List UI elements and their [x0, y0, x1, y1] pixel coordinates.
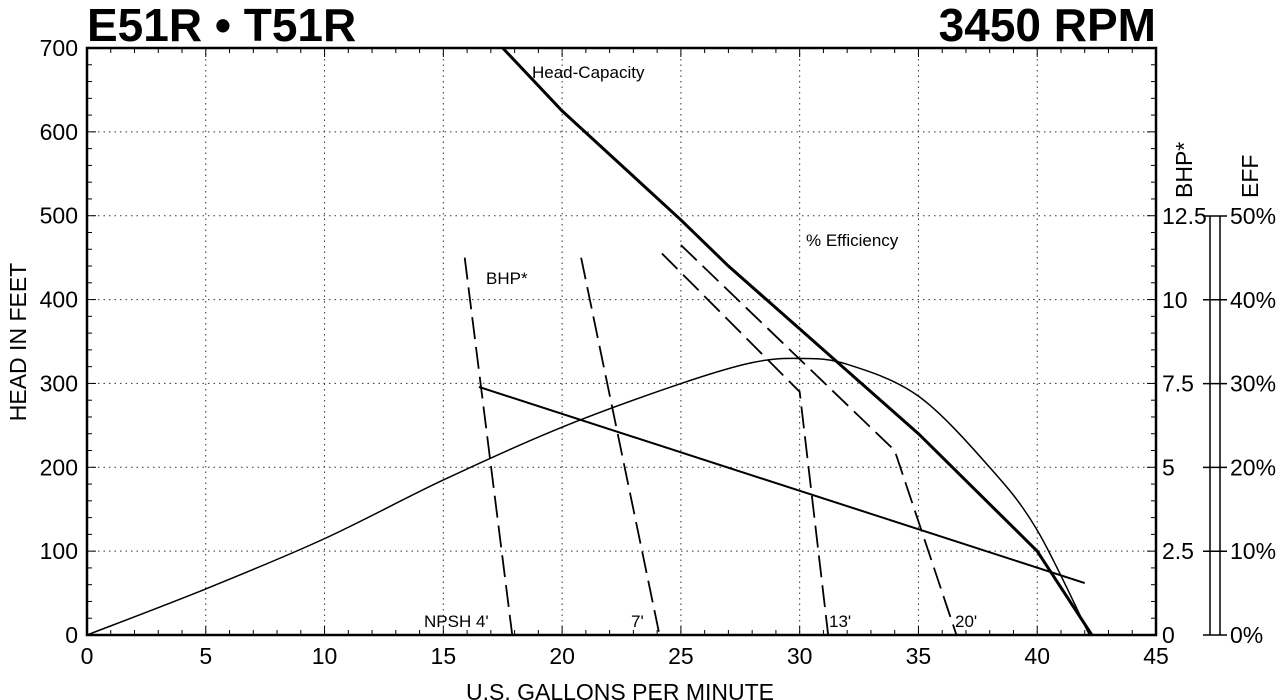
chart-title-left: E51R • T51R — [87, 0, 356, 51]
x-tick-label: 35 — [906, 643, 932, 669]
y3-tick-label: 40% — [1230, 287, 1276, 313]
y3-tick-label: 30% — [1230, 371, 1276, 397]
bhp-curve — [478, 386, 1086, 584]
x-tick-label: 45 — [1143, 643, 1169, 669]
npsh-7-label: 7' — [631, 612, 644, 631]
y2-tick-label: 5 — [1162, 454, 1175, 480]
y2-tick-label: 12.5 — [1162, 203, 1207, 229]
x-tick-label: 5 — [199, 643, 212, 669]
series-layer — [86, 46, 1094, 636]
plot-frame — [85, 46, 1158, 637]
npsh-4-label: NPSH 4' — [424, 612, 489, 631]
y3-tick-label: 10% — [1230, 538, 1276, 564]
y-tick-label: 300 — [40, 370, 78, 396]
y-tick-label: 500 — [40, 203, 78, 229]
y2-tick-label: 10 — [1162, 287, 1188, 313]
y-tick-label: 0 — [65, 622, 78, 648]
y-tick-label: 200 — [40, 454, 78, 480]
x-tick-label: 0 — [81, 643, 94, 669]
npsh-20-curve — [680, 244, 958, 636]
efficiency-label: % Efficiency — [806, 231, 899, 250]
x-axis-label: U.S. GALLONS PER MINUTE — [466, 679, 774, 700]
y2-tick-label: 0 — [1162, 622, 1175, 648]
y3-tick-label: 20% — [1230, 454, 1276, 480]
y3-tick-label: 0% — [1230, 622, 1263, 648]
x-tick-label: 10 — [312, 643, 338, 669]
grid-layer — [87, 48, 1156, 635]
npsh-4-curve — [463, 257, 514, 636]
efficiency-curve — [86, 357, 1091, 636]
x-tick-label: 20 — [549, 643, 575, 669]
tick-marks-layer — [86, 47, 1227, 636]
head-capacity-label: Head-Capacity — [532, 63, 645, 82]
y2-tick-label: 2.5 — [1162, 538, 1194, 564]
y-tick-labels: 0 100 200 300 400 500 600 700 — [40, 35, 78, 648]
y3-tick-label: 50% — [1230, 203, 1276, 229]
y-tick-label: 400 — [40, 287, 78, 313]
y-tick-label: 600 — [40, 119, 78, 145]
npsh-7-curve — [580, 257, 661, 636]
y2-tick-label: 7.5 — [1162, 371, 1194, 397]
x-tick-label: 40 — [1024, 643, 1050, 669]
npsh-layer — [463, 244, 958, 636]
npsh-13-curve — [661, 252, 830, 636]
x-tick-label: 25 — [668, 643, 694, 669]
y2-tick-labels: 0 2.5 5 7.5 10 12.5 — [1162, 203, 1207, 648]
y3-axis-label: EFF — [1237, 155, 1263, 198]
chart-title-right: 3450 RPM — [939, 0, 1156, 51]
bhp-label: BHP* — [486, 269, 528, 288]
x-tick-label: 30 — [787, 643, 813, 669]
x-tick-label: 15 — [431, 643, 457, 669]
x-tick-labels: 0 5 10 15 20 25 30 35 40 45 — [81, 643, 1169, 669]
npsh-13-label: 13' — [829, 612, 851, 631]
y3-tick-labels: 0% 10% 20% 30% 40% 50% — [1230, 203, 1276, 648]
npsh-20-label: 20' — [955, 612, 977, 631]
head-capacity-curve — [501, 46, 1094, 636]
y-axis-label: HEAD IN FEET — [5, 263, 31, 421]
y2-axis-label: BHP* — [1171, 142, 1197, 198]
y-tick-label: 700 — [40, 35, 78, 61]
y-tick-label: 100 — [40, 538, 78, 564]
